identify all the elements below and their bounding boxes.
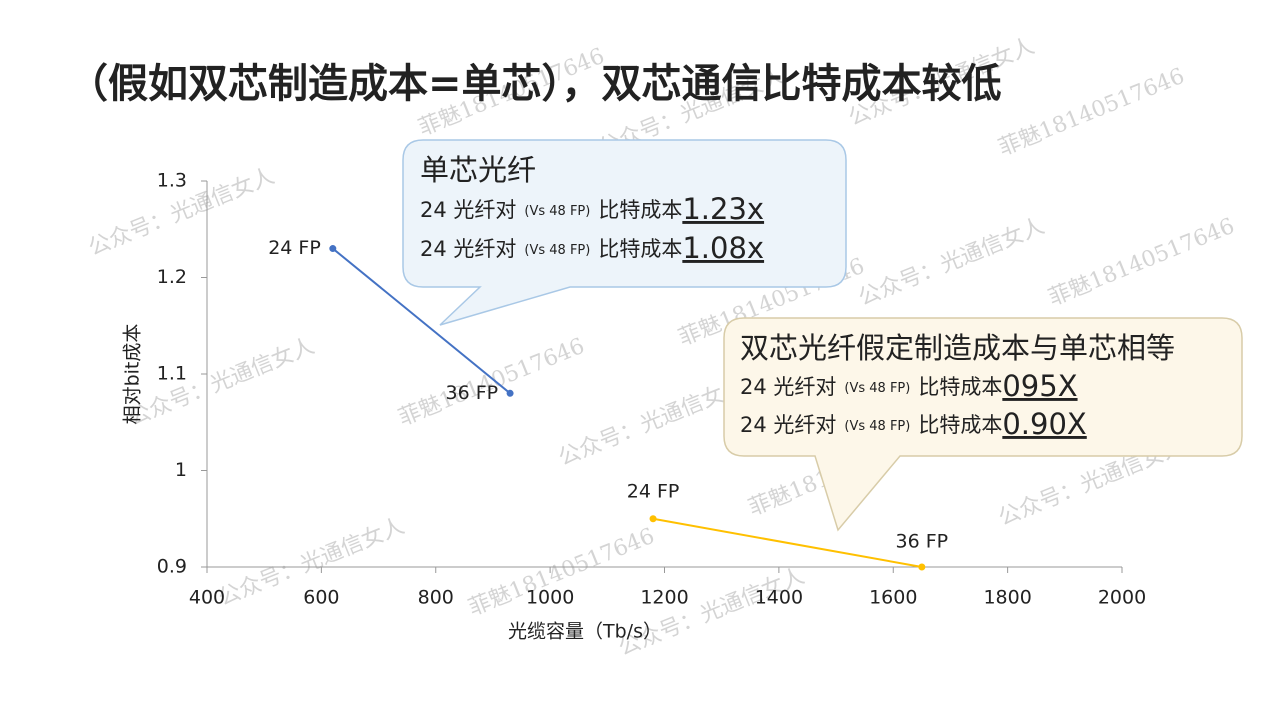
data-point <box>649 515 657 523</box>
x-tick-label: 2000 <box>1098 587 1146 609</box>
x-tick-label: 1000 <box>526 587 574 609</box>
callout-note: (Vs 48 FP) <box>524 204 590 219</box>
callout-value: 1.08x <box>682 231 764 265</box>
callout-line: 24 光纤对 (Vs 48 FP) 比特成本0.90X <box>740 407 1087 441</box>
callout-line: 24 光纤对 (Vs 48 FP) 比特成本1.08x <box>420 231 764 265</box>
callout-prefix: 24 光纤对 <box>740 413 836 437</box>
callout-label: 比特成本 <box>598 237 682 261</box>
x-tick-label: 1600 <box>869 587 917 609</box>
callout-note: (Vs 48 FP) <box>844 381 910 396</box>
y-tick-label: 1.3 <box>157 170 187 192</box>
y-tick-label: 1.1 <box>157 363 187 385</box>
x-tick-label: 400 <box>189 587 225 609</box>
callout-value: 095X <box>1002 369 1077 403</box>
callout-note: (Vs 48 FP) <box>844 419 910 434</box>
callout-note: (Vs 48 FP) <box>524 243 590 258</box>
data-point <box>918 563 926 571</box>
point-label: 24 FP <box>627 480 680 502</box>
point-label: 36 FP <box>896 531 949 553</box>
callout-prefix: 24 光纤对 <box>740 375 836 399</box>
x-tick-label: 600 <box>303 587 339 609</box>
point-label: 36 FP <box>445 382 498 404</box>
x-tick-label: 1200 <box>640 587 688 609</box>
callout-label: 比特成本 <box>918 375 1002 399</box>
callout-label: 比特成本 <box>598 198 682 222</box>
y-axis-label: 相对bit成本 <box>122 324 144 425</box>
series-line <box>652 517 923 568</box>
x-axis-label: 光缆容量（Tb/s） <box>508 621 662 643</box>
callout-bubble <box>723 317 1243 532</box>
y-tick-label: 0.9 <box>157 556 187 578</box>
y-tick-label: 1.2 <box>157 266 187 288</box>
callout-bubble <box>402 139 847 326</box>
x-tick-label: 800 <box>418 587 454 609</box>
x-tick-label: 1400 <box>755 587 803 609</box>
callout-label: 比特成本 <box>918 413 1002 437</box>
callout-prefix: 24 光纤对 <box>420 237 516 261</box>
callout-heading: 双芯光纤假定制造成本与单芯相等 <box>740 331 1175 365</box>
y-tick-label: 1 <box>175 459 187 481</box>
callout-line: 24 光纤对 (Vs 48 FP) 比特成本095X <box>740 369 1078 403</box>
point-label: 24 FP <box>268 237 321 259</box>
data-point <box>506 389 514 397</box>
callout-prefix: 24 光纤对 <box>420 198 516 222</box>
data-point <box>329 245 337 253</box>
callout-value: 0.90X <box>1002 407 1086 441</box>
callout-heading: 单芯光纤 <box>420 153 536 187</box>
x-tick-label: 1800 <box>983 587 1031 609</box>
callout-line: 24 光纤对 (Vs 48 FP) 比特成本1.23x <box>420 192 764 226</box>
slide-title: （假如双芯制造成本=单芯），双芯通信比特成本较低 <box>68 61 1002 107</box>
series-line <box>332 247 511 395</box>
callout-value: 1.23x <box>682 192 764 226</box>
